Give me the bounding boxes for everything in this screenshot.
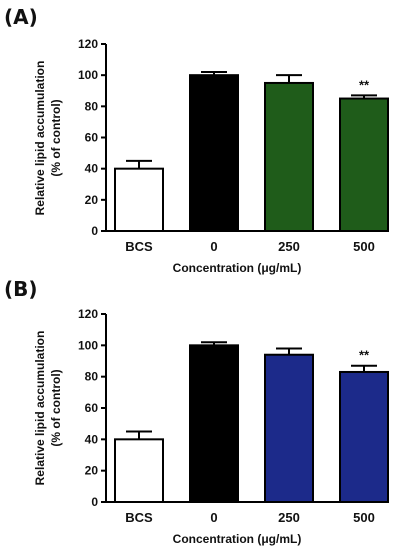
- panel-b-bar-500: [339, 370, 389, 504]
- panel-a-ylabel-line1: Relative lipid accumulation: [33, 61, 47, 216]
- panel-a-plot: 0 20 40 60 80 100 120 BCS 0 250 500 **: [78, 37, 389, 254]
- panel-a-y-tick-label: 40: [85, 162, 99, 176]
- panel-b-category-label: BCS: [125, 510, 153, 525]
- panel-b-category-label: 0: [210, 510, 217, 525]
- panel-a-bar-250: [264, 81, 314, 233]
- panel-b-bar-250: [264, 353, 314, 503]
- panel-a-y-tick-label: 80: [85, 99, 99, 113]
- panel-b-y-tick-label: 60: [85, 401, 99, 415]
- panel-a-y-tick-label: 60: [85, 131, 99, 145]
- panel-b-label: (B): [4, 277, 38, 301]
- panel-a-significance-marker: **: [359, 77, 370, 92]
- panel-a-bar-BCS: [114, 167, 164, 233]
- panel-a-bar-0: [189, 74, 239, 232]
- panel-a-y-tick-label: 100: [78, 68, 98, 82]
- panel-b-ylabel-line1: Relative lipid accumulation: [33, 331, 47, 486]
- panel-a-category-label: 0: [210, 239, 217, 254]
- panel-b-y-tick-label: 0: [91, 495, 98, 509]
- panel-a-xlabel: Concentration (μg/mL): [173, 261, 302, 275]
- panel-b-y-tick-label: 80: [85, 370, 99, 384]
- panel-a-y-tick-label: 0: [91, 224, 98, 238]
- panel-b-y-tick-label: 20: [85, 464, 99, 478]
- panel-a-label: (A): [4, 5, 38, 29]
- panel-b-xlabel: Concentration (μg/mL): [173, 532, 302, 546]
- panel-a: (A) Relative lipid accumulation (% of co…: [4, 5, 389, 275]
- panel-b-bar-BCS: [114, 438, 164, 504]
- panel-b: (B) Relative lipid accumulation (% of co…: [4, 277, 389, 546]
- panel-a-bar-500: [339, 97, 389, 232]
- panel-b-ylabel-line2: (% of control): [49, 369, 63, 446]
- panel-b-y-tick-label: 120: [78, 307, 98, 321]
- panel-a-y-tick-label: 20: [85, 193, 99, 207]
- panel-a-y-tick-label: 120: [78, 37, 98, 51]
- panel-b-category-label: 250: [278, 510, 300, 525]
- panel-a-category-label: 250: [278, 239, 300, 254]
- panel-b-bar-0: [189, 344, 239, 504]
- panel-a-category-label: 500: [353, 239, 375, 254]
- panel-b-y-tick-label: 100: [78, 338, 98, 352]
- panel-b-plot: 0 20 40 60 80 100 120 BCS 0 250 500 **: [78, 307, 389, 525]
- panel-b-y-tick-label: 40: [85, 432, 99, 446]
- panel-b-significance-marker: **: [359, 348, 370, 363]
- panel-b-category-label: 500: [353, 510, 375, 525]
- panel-a-category-label: BCS: [125, 239, 153, 254]
- panel-a-ylabel-line2: (% of control): [49, 99, 63, 176]
